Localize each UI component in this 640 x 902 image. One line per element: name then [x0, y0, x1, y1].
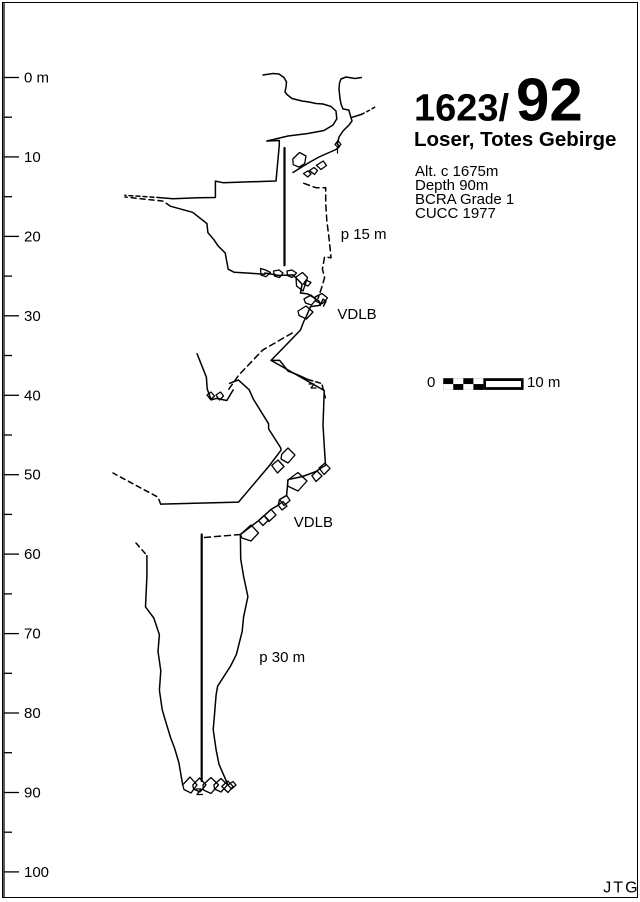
- svg-text:CUCC 1977: CUCC 1977: [415, 205, 496, 222]
- svg-text:VDLB: VDLB: [294, 514, 333, 531]
- svg-text:100: 100: [24, 864, 49, 881]
- svg-text:60: 60: [24, 546, 41, 563]
- svg-text:90: 90: [24, 785, 41, 802]
- svg-text:80: 80: [24, 705, 41, 722]
- svg-text:p 15 m: p 15 m: [341, 226, 387, 243]
- svg-text:VDLB: VDLB: [337, 306, 376, 323]
- svg-text:1623/: 1623/: [414, 88, 510, 130]
- svg-text:10: 10: [24, 149, 41, 166]
- svg-text:0 m: 0 m: [24, 70, 49, 87]
- svg-text:40: 40: [24, 387, 41, 404]
- svg-text:50: 50: [24, 467, 41, 484]
- svg-text:0: 0: [427, 374, 435, 391]
- svg-text:Loser, Totes Gebirge: Loser, Totes Gebirge: [414, 128, 616, 151]
- svg-text:p 30 m: p 30 m: [259, 649, 305, 666]
- svg-text:10 m: 10 m: [527, 374, 560, 391]
- svg-text:JTG: JTG: [603, 880, 638, 897]
- svg-text:92: 92: [516, 67, 583, 134]
- svg-text:30: 30: [24, 308, 41, 325]
- svg-text:20: 20: [24, 228, 41, 245]
- svg-text:70: 70: [24, 626, 41, 643]
